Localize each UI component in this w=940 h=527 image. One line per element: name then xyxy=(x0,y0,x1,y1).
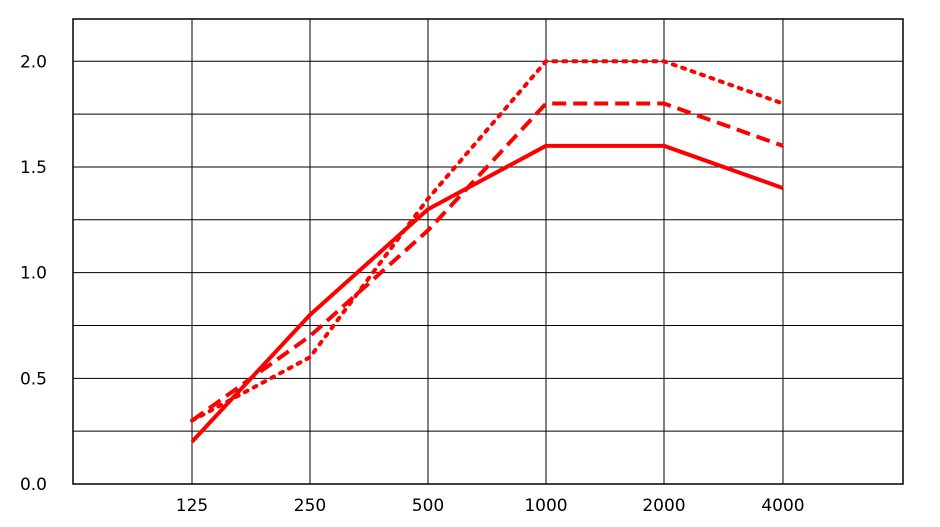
series-line-dashed xyxy=(190,101,784,423)
x-tick-labels: 125 250 500 1000 2000 4000 xyxy=(176,496,805,516)
x-tick-label: 4000 xyxy=(761,496,804,516)
y-tick-label: 0.5 xyxy=(20,369,47,389)
x-tick-label: 500 xyxy=(412,496,444,516)
x-tick-label: 2000 xyxy=(642,496,685,516)
y-tick-label: 1.5 xyxy=(20,158,47,178)
grid-lines xyxy=(73,19,903,484)
y-tick-labels: 0.0 0.5 1.0 1.5 2.0 xyxy=(20,52,47,495)
y-tick-label: 1.0 xyxy=(20,264,47,284)
x-tick-label: 1000 xyxy=(524,496,567,516)
series-line-dotted xyxy=(190,59,785,423)
x-tick-label: 125 xyxy=(176,496,208,516)
series-line-solid xyxy=(190,143,784,444)
x-tick-label: 250 xyxy=(294,496,326,516)
series-group xyxy=(190,59,785,444)
plot-frame xyxy=(72,18,904,485)
y-tick-label: 2.0 xyxy=(20,52,47,72)
y-tick-label: 0.0 xyxy=(20,475,47,495)
